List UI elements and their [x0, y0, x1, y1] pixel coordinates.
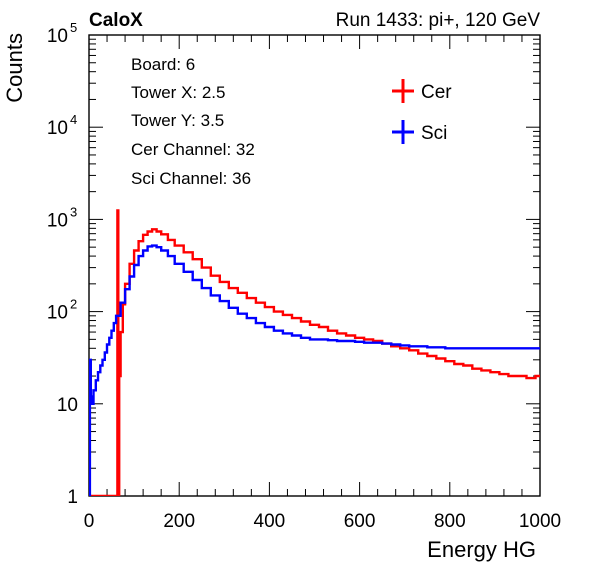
y-tick-label: 1 — [67, 487, 78, 508]
y-tick-label: 10 — [57, 395, 78, 416]
series-line-cer — [89, 209, 540, 496]
legend-cer-marker — [392, 79, 414, 103]
x-tick-label: 400 — [254, 511, 286, 532]
info-sci-channel: Sci Channel: 36 — [131, 169, 251, 188]
x-axis-label: Energy HG — [427, 537, 536, 562]
x-tick-label: 0 — [84, 511, 95, 532]
title-right: Run 1433: pi+, 120 GeV — [336, 10, 541, 31]
y-tick-label: 10 — [47, 303, 68, 324]
y-axis-label: Counts — [2, 33, 27, 103]
legend: Cer Sci — [392, 79, 452, 144]
legend-cer-label: Cer — [421, 82, 452, 103]
series-layer — [89, 209, 540, 496]
x-tick-label: 200 — [163, 511, 195, 532]
legend-sci-label: Sci — [421, 123, 447, 144]
info-tower-x: Tower X: 2.5 — [131, 83, 226, 102]
y-tick-label: 10 — [47, 118, 68, 139]
x-tick-label: 800 — [434, 511, 466, 532]
series-line-sci — [89, 244, 540, 496]
y-tick-exponent: 4 — [70, 112, 77, 127]
plot-frame — [88, 34, 541, 497]
y-tick-label: 10 — [47, 210, 68, 231]
legend-sci-marker — [392, 120, 414, 144]
axis-ticks — [88, 35, 541, 497]
y-tick-exponent: 3 — [70, 204, 77, 219]
x-tick-label: 1000 — [519, 511, 561, 532]
title-left: CaloX — [89, 10, 143, 31]
y-tick-label: 10 — [47, 26, 68, 47]
y-tick-exponent: 5 — [70, 20, 77, 35]
x-tick-label: 600 — [344, 511, 376, 532]
info-board: Board: 6 — [131, 55, 195, 74]
y-tick-exponent: 2 — [70, 297, 77, 312]
info-cer-channel: Cer Channel: 32 — [131, 140, 255, 159]
info-tower-y: Tower Y: 3.5 — [131, 111, 224, 130]
info-box: Board: 6 Tower X: 2.5 Tower Y: 3.5 Cer C… — [131, 55, 255, 188]
